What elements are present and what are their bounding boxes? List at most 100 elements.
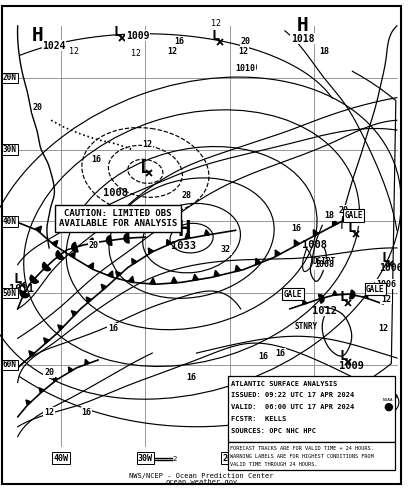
Text: L: L: [113, 25, 122, 39]
Text: 30N: 30N: [3, 145, 17, 154]
Text: FCSTR:  KELLS: FCSTR: KELLS: [230, 416, 285, 422]
Text: 1033: 1033: [171, 241, 196, 251]
Polygon shape: [52, 241, 58, 247]
Text: H: H: [31, 26, 43, 45]
Text: 10W: 10W: [306, 454, 321, 463]
Text: 0: 0: [380, 454, 385, 463]
Text: 12: 12: [166, 47, 177, 56]
Polygon shape: [302, 300, 306, 305]
Text: 32: 32: [220, 245, 230, 254]
Polygon shape: [166, 240, 171, 245]
Text: 20N: 20N: [3, 74, 17, 82]
Text: L: L: [339, 290, 347, 304]
Text: 20: 20: [44, 368, 54, 377]
Polygon shape: [148, 248, 153, 254]
Text: 1012: 1012: [311, 306, 336, 316]
Polygon shape: [294, 240, 299, 246]
Text: 20: 20: [32, 103, 42, 112]
Polygon shape: [363, 294, 367, 298]
Polygon shape: [128, 276, 134, 283]
Text: 1006: 1006: [375, 280, 395, 289]
Polygon shape: [35, 226, 41, 233]
Polygon shape: [149, 278, 155, 284]
Text: 60N: 60N: [3, 360, 17, 369]
Text: VALID TIME THROUGH 24 HOURS.: VALID TIME THROUGH 24 HOURS.: [229, 462, 317, 466]
Text: DSIPT: DSIPT: [312, 257, 335, 266]
Text: L: L: [139, 159, 151, 177]
Text: 1024: 1024: [42, 41, 65, 50]
Text: ISSUED: 09:22 UTC 17 APR 2024: ISSUED: 09:22 UTC 17 APR 2024: [230, 392, 353, 398]
Text: WARNING LABELS ARE FOR HIGHEST CONDITIONS FROM: WARNING LABELS ARE FOR HIGHEST CONDITION…: [229, 454, 373, 459]
Polygon shape: [86, 297, 92, 303]
Wedge shape: [56, 250, 64, 259]
Wedge shape: [318, 294, 323, 303]
Polygon shape: [44, 338, 49, 343]
Text: 1008: 1008: [103, 188, 128, 198]
Wedge shape: [72, 242, 78, 252]
Wedge shape: [349, 290, 354, 299]
Text: L: L: [381, 251, 389, 265]
Text: 20: 20: [274, 383, 284, 392]
Text: NWS/NCEP - Ocean Prediction Center: NWS/NCEP - Ocean Prediction Center: [129, 473, 273, 479]
Wedge shape: [106, 235, 112, 245]
Bar: [227, 376, 394, 442]
Wedge shape: [124, 233, 129, 243]
Text: 20: 20: [353, 216, 363, 225]
Text: GALE: GALE: [344, 211, 362, 220]
Text: 16: 16: [173, 37, 183, 46]
Polygon shape: [213, 270, 219, 277]
Polygon shape: [70, 252, 75, 258]
Text: H: H: [177, 220, 190, 240]
Text: 12: 12: [377, 324, 387, 333]
Polygon shape: [107, 271, 113, 277]
Bar: [227, 442, 394, 470]
Text: ●: ●: [382, 402, 392, 412]
Wedge shape: [43, 262, 51, 271]
Text: 1010: 1010: [235, 64, 255, 73]
Text: 16: 16: [186, 373, 196, 382]
Text: 1008: 1008: [301, 240, 326, 250]
Polygon shape: [234, 265, 240, 271]
Polygon shape: [115, 271, 121, 277]
Text: GALE: GALE: [283, 290, 301, 298]
Text: 16: 16: [81, 408, 91, 416]
Text: CAUTION: LIMITED OBS
AVAILABLE FOR ANALYSIS: CAUTION: LIMITED OBS AVAILABLE FOR ANALY…: [58, 209, 177, 228]
Text: L: L: [13, 272, 22, 286]
Text: 12: 12: [44, 408, 54, 416]
Polygon shape: [255, 258, 260, 265]
Polygon shape: [171, 277, 177, 283]
Polygon shape: [312, 230, 318, 236]
Text: 12: 12: [211, 20, 220, 28]
Text: 1009: 1009: [338, 361, 363, 371]
Text: 1010: 1010: [233, 63, 257, 73]
Text: GALE: GALE: [365, 285, 384, 294]
Text: 1016: 1016: [342, 400, 367, 410]
Text: 20: 20: [240, 37, 250, 46]
Text: 12: 12: [380, 294, 390, 303]
Wedge shape: [20, 291, 29, 298]
Text: 1009: 1009: [126, 31, 149, 41]
Text: 18: 18: [319, 47, 328, 56]
Text: STNRY: STNRY: [294, 322, 317, 331]
Text: 1011: 1011: [9, 284, 34, 294]
Text: 40W: 40W: [53, 454, 68, 463]
Polygon shape: [29, 351, 34, 357]
Text: 20: 20: [258, 378, 267, 387]
Text: 20: 20: [338, 206, 348, 215]
Text: L: L: [211, 29, 220, 43]
Text: 16: 16: [91, 155, 101, 164]
Text: L: L: [347, 221, 355, 235]
Text: 1010: 1010: [309, 381, 334, 391]
Text: L: L: [337, 378, 345, 392]
Text: ATLANTIC SURFACE ANALYSIS: ATLANTIC SURFACE ANALYSIS: [230, 381, 336, 387]
Polygon shape: [39, 388, 44, 393]
Text: FORECAST TRACKS ARE FOR VALID TIME + 24 HOURS.: FORECAST TRACKS ARE FOR VALID TIME + 24 …: [229, 446, 373, 451]
Text: 20W: 20W: [222, 454, 237, 463]
Text: 12: 12: [238, 47, 248, 56]
Text: L: L: [339, 349, 347, 363]
Text: 16: 16: [108, 324, 118, 333]
Text: 2: 2: [172, 456, 177, 462]
Polygon shape: [68, 367, 73, 372]
Polygon shape: [131, 259, 137, 265]
Text: 16: 16: [274, 348, 284, 358]
